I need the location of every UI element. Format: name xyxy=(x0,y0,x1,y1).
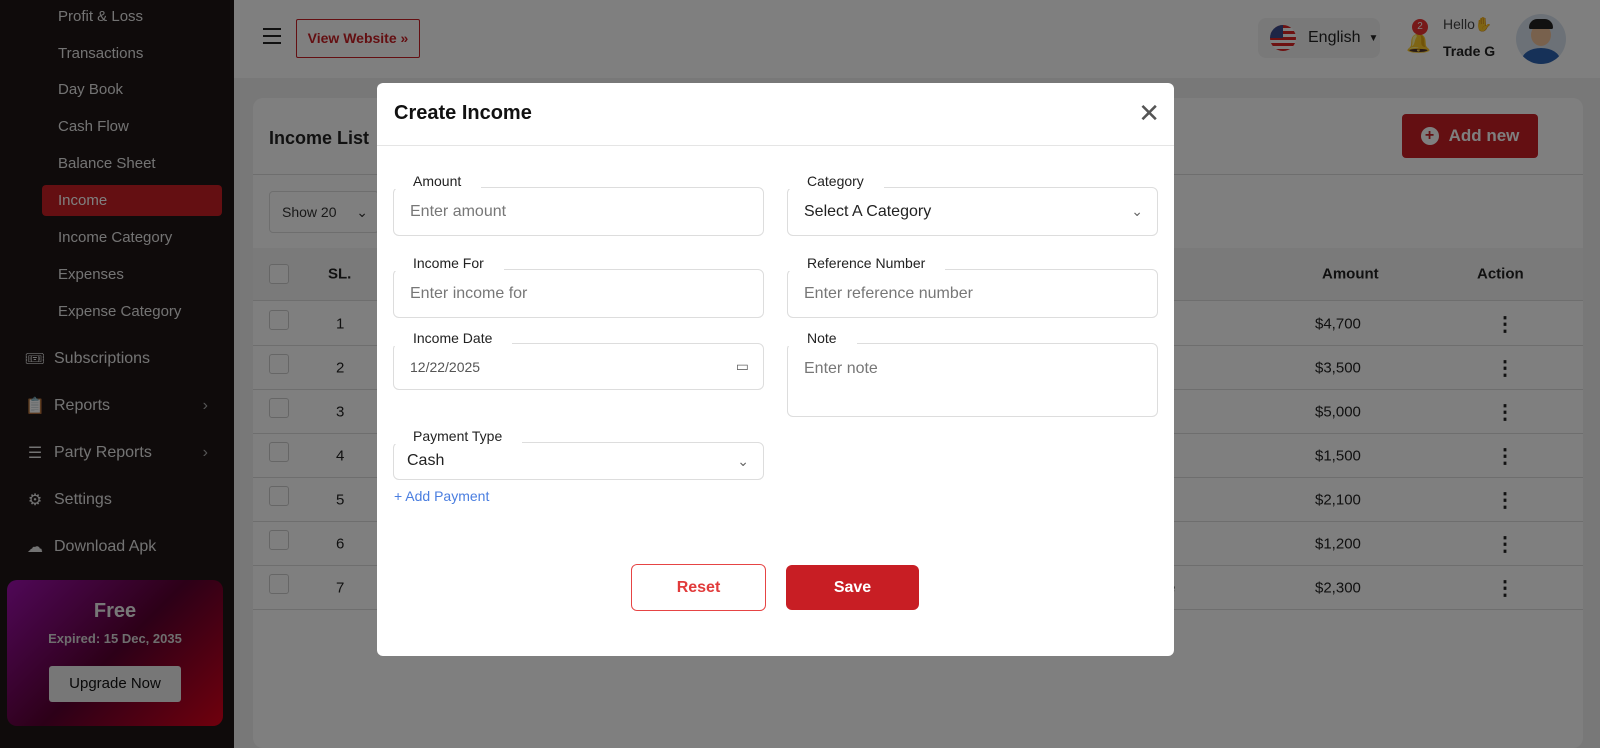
reference-number-label: Reference Number xyxy=(787,255,946,271)
income-date-input[interactable]: 12/22/2025 ▭ xyxy=(393,343,764,390)
chevron-down-icon: ⌄ xyxy=(1131,203,1143,219)
category-label: Category xyxy=(787,173,884,189)
amount-label: Amount xyxy=(393,173,482,189)
payment-type-label: Payment Type xyxy=(393,428,523,444)
note-label: Note xyxy=(787,330,857,346)
modal-title: Create Income xyxy=(394,102,532,124)
create-income-modal: Create Income ✕ Enter amount Amount Sele… xyxy=(377,83,1174,656)
note-textarea[interactable]: Enter note xyxy=(787,343,1158,417)
payment-type-select[interactable]: Cash ⌄ xyxy=(393,442,764,480)
income-date-label: Income Date xyxy=(393,330,513,346)
income-for-input[interactable]: Enter income for xyxy=(393,269,764,318)
add-payment-link[interactable]: + Add Payment xyxy=(394,488,490,504)
amount-input[interactable]: Enter amount xyxy=(393,187,764,236)
category-select[interactable]: Select A Category ⌄ xyxy=(787,187,1158,236)
calendar-icon: ▭ xyxy=(735,358,749,374)
save-button[interactable]: Save xyxy=(786,565,919,610)
divider xyxy=(377,145,1174,146)
close-icon[interactable]: ✕ xyxy=(1138,98,1160,128)
income-for-label: Income For xyxy=(393,255,504,271)
reference-number-input[interactable]: Enter reference number xyxy=(787,269,1158,318)
reset-button[interactable]: Reset xyxy=(631,564,766,611)
chevron-down-icon: ⌄ xyxy=(737,452,749,469)
